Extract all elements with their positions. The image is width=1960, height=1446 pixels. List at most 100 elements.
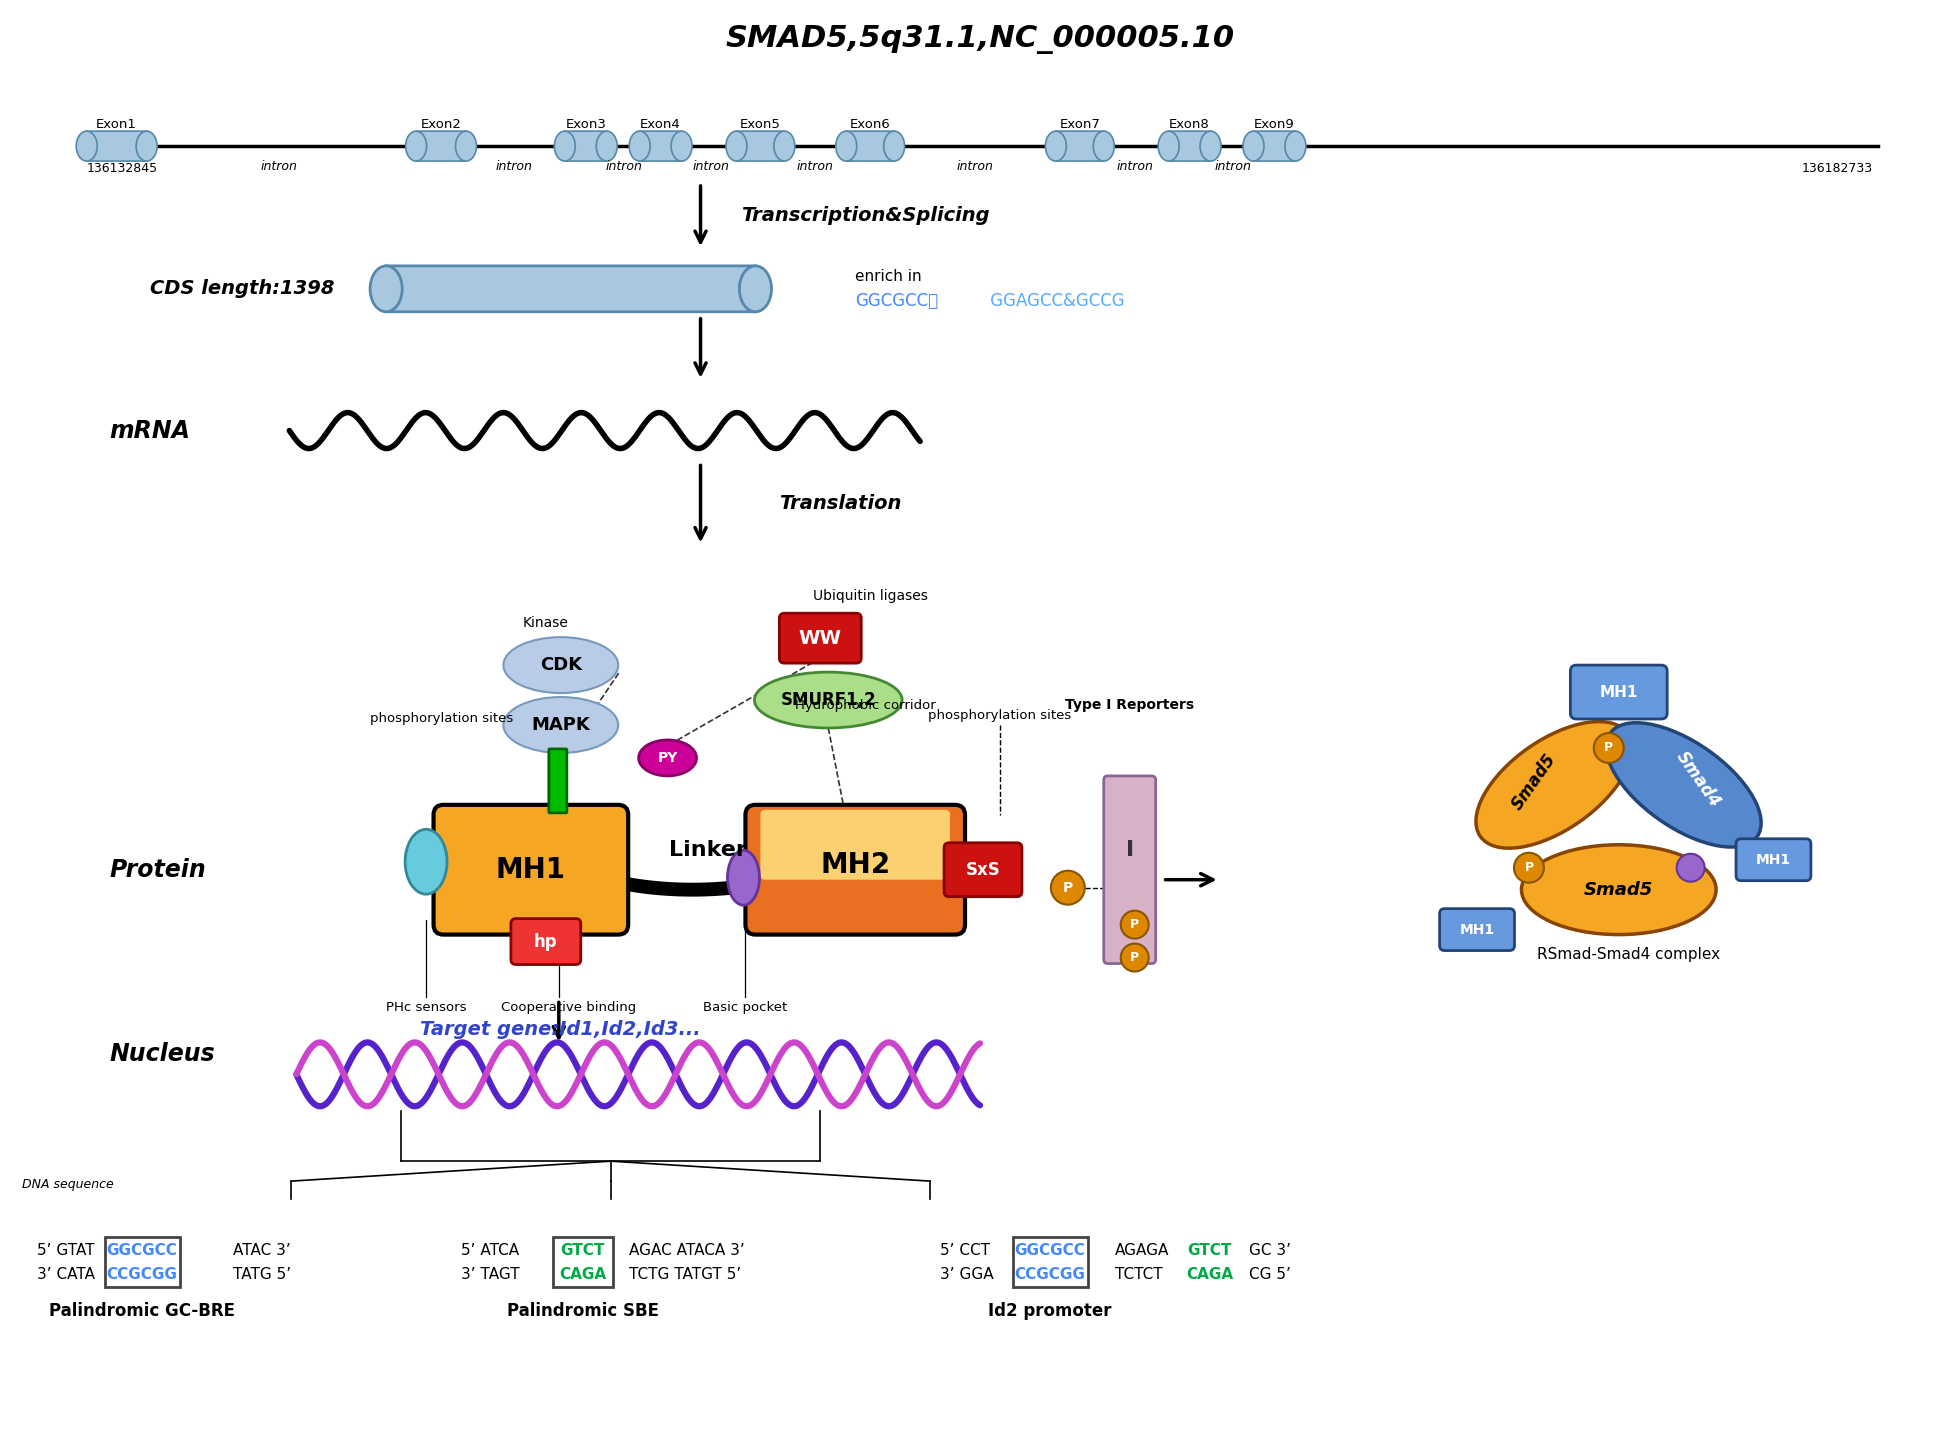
Text: Type I Reporters: Type I Reporters bbox=[1064, 698, 1194, 711]
FancyBboxPatch shape bbox=[1056, 132, 1103, 161]
FancyBboxPatch shape bbox=[639, 132, 682, 161]
Text: PY: PY bbox=[657, 750, 678, 765]
Ellipse shape bbox=[1121, 911, 1149, 938]
Text: Linker: Linker bbox=[668, 840, 747, 860]
Text: MH1: MH1 bbox=[1599, 684, 1639, 700]
Text: RSmad-Smad4 complex: RSmad-Smad4 complex bbox=[1537, 947, 1721, 962]
FancyBboxPatch shape bbox=[1168, 132, 1211, 161]
Text: Ubiquitin ligases: Ubiquitin ligases bbox=[813, 589, 927, 603]
Text: Id2 promoter: Id2 promoter bbox=[988, 1301, 1111, 1320]
Ellipse shape bbox=[504, 697, 617, 753]
Text: Cooperative binding: Cooperative binding bbox=[502, 1001, 637, 1014]
Text: Exon5: Exon5 bbox=[741, 117, 780, 130]
Text: GGCGCC: GGCGCC bbox=[106, 1244, 176, 1258]
Ellipse shape bbox=[884, 132, 906, 161]
Text: Target gene:Id1,Id2,Id3...: Target gene:Id1,Id2,Id3... bbox=[421, 1019, 702, 1038]
Ellipse shape bbox=[455, 132, 476, 161]
Text: 5’ ATCA: 5’ ATCA bbox=[461, 1244, 519, 1258]
Ellipse shape bbox=[1094, 132, 1113, 161]
FancyBboxPatch shape bbox=[780, 613, 860, 664]
Text: GGCGCC: GGCGCC bbox=[1015, 1244, 1086, 1258]
Text: 136182733: 136182733 bbox=[1801, 162, 1874, 175]
Ellipse shape bbox=[639, 740, 696, 777]
FancyBboxPatch shape bbox=[564, 132, 608, 161]
Text: 5’ CCT: 5’ CCT bbox=[941, 1244, 990, 1258]
Ellipse shape bbox=[1521, 844, 1717, 934]
Text: Transcription&Splicing: Transcription&Splicing bbox=[741, 207, 990, 226]
Text: Exon9: Exon9 bbox=[1254, 117, 1296, 130]
Text: Exon1: Exon1 bbox=[96, 117, 137, 130]
Text: Palindromic SBE: Palindromic SBE bbox=[508, 1301, 659, 1320]
FancyBboxPatch shape bbox=[737, 132, 784, 161]
Ellipse shape bbox=[1513, 853, 1544, 882]
Text: Nucleus: Nucleus bbox=[110, 1043, 216, 1066]
Text: CDK: CDK bbox=[539, 656, 582, 674]
Text: GGCGCC、: GGCGCC、 bbox=[855, 292, 939, 309]
Ellipse shape bbox=[1045, 132, 1066, 161]
Ellipse shape bbox=[1676, 853, 1705, 882]
FancyBboxPatch shape bbox=[512, 918, 580, 964]
Text: P: P bbox=[1603, 742, 1613, 755]
Text: SMURF1,2: SMURF1,2 bbox=[780, 691, 876, 709]
Ellipse shape bbox=[555, 132, 576, 161]
Text: hp: hp bbox=[533, 933, 559, 950]
Text: TATG 5’: TATG 5’ bbox=[233, 1268, 292, 1283]
Text: intron: intron bbox=[1213, 159, 1250, 172]
Ellipse shape bbox=[727, 850, 759, 905]
Text: GTCT: GTCT bbox=[561, 1244, 606, 1258]
Ellipse shape bbox=[135, 132, 157, 161]
Text: intron: intron bbox=[606, 159, 643, 172]
Text: phosphorylation sites: phosphorylation sites bbox=[929, 709, 1072, 722]
FancyBboxPatch shape bbox=[1254, 132, 1296, 161]
Text: P: P bbox=[1062, 881, 1072, 895]
Text: intron: intron bbox=[692, 159, 729, 172]
Text: Exon7: Exon7 bbox=[1058, 117, 1100, 130]
Text: GGAGCC&GCCG: GGAGCC&GCCG bbox=[986, 292, 1125, 309]
Text: P: P bbox=[1525, 862, 1533, 875]
Text: MH2: MH2 bbox=[819, 850, 890, 879]
Text: Exon4: Exon4 bbox=[641, 117, 680, 130]
FancyBboxPatch shape bbox=[386, 266, 755, 312]
Text: Smad4: Smad4 bbox=[1672, 749, 1725, 811]
Text: Hydrophobic corridor: Hydrophobic corridor bbox=[796, 698, 935, 711]
Text: Kinase: Kinase bbox=[523, 616, 568, 630]
Text: Exon3: Exon3 bbox=[564, 117, 606, 130]
Text: GTCT: GTCT bbox=[1188, 1244, 1231, 1258]
Text: mRNA: mRNA bbox=[110, 418, 190, 442]
Text: SxS: SxS bbox=[966, 860, 1000, 879]
Text: AGAGA: AGAGA bbox=[1115, 1244, 1168, 1258]
Text: 3’ CATA: 3’ CATA bbox=[37, 1268, 94, 1283]
Text: GC 3’: GC 3’ bbox=[1249, 1244, 1292, 1258]
Ellipse shape bbox=[370, 266, 402, 312]
Text: MAPK: MAPK bbox=[531, 716, 590, 735]
Text: intron: intron bbox=[798, 159, 833, 172]
Ellipse shape bbox=[76, 132, 98, 161]
Text: MH1: MH1 bbox=[496, 856, 566, 884]
Text: Exon2: Exon2 bbox=[421, 117, 461, 130]
Text: intron: intron bbox=[956, 159, 994, 172]
Ellipse shape bbox=[1593, 733, 1623, 763]
Text: CAGA: CAGA bbox=[559, 1268, 606, 1283]
Ellipse shape bbox=[1476, 722, 1633, 849]
Ellipse shape bbox=[1158, 132, 1180, 161]
Ellipse shape bbox=[1200, 132, 1221, 161]
Text: intron: intron bbox=[1117, 159, 1152, 172]
Text: intron: intron bbox=[496, 159, 533, 172]
Ellipse shape bbox=[774, 132, 796, 161]
Text: CG 5’: CG 5’ bbox=[1249, 1268, 1292, 1283]
Ellipse shape bbox=[1121, 944, 1149, 972]
Text: WW: WW bbox=[800, 629, 841, 648]
Text: Palindromic GC-BRE: Palindromic GC-BRE bbox=[49, 1301, 235, 1320]
Text: Smad5: Smad5 bbox=[1584, 881, 1654, 898]
Text: phosphorylation sites: phosphorylation sites bbox=[370, 711, 514, 724]
Text: 3’ TAGT: 3’ TAGT bbox=[461, 1268, 519, 1283]
Text: intron: intron bbox=[261, 159, 298, 172]
Text: TCTCT: TCTCT bbox=[1115, 1268, 1162, 1283]
Ellipse shape bbox=[739, 266, 772, 312]
Text: MH1: MH1 bbox=[1460, 923, 1495, 937]
FancyBboxPatch shape bbox=[760, 810, 951, 879]
Text: 136132845: 136132845 bbox=[86, 162, 159, 175]
Text: ATAC 3’: ATAC 3’ bbox=[233, 1244, 292, 1258]
Text: Protein: Protein bbox=[110, 857, 206, 882]
Ellipse shape bbox=[725, 132, 747, 161]
